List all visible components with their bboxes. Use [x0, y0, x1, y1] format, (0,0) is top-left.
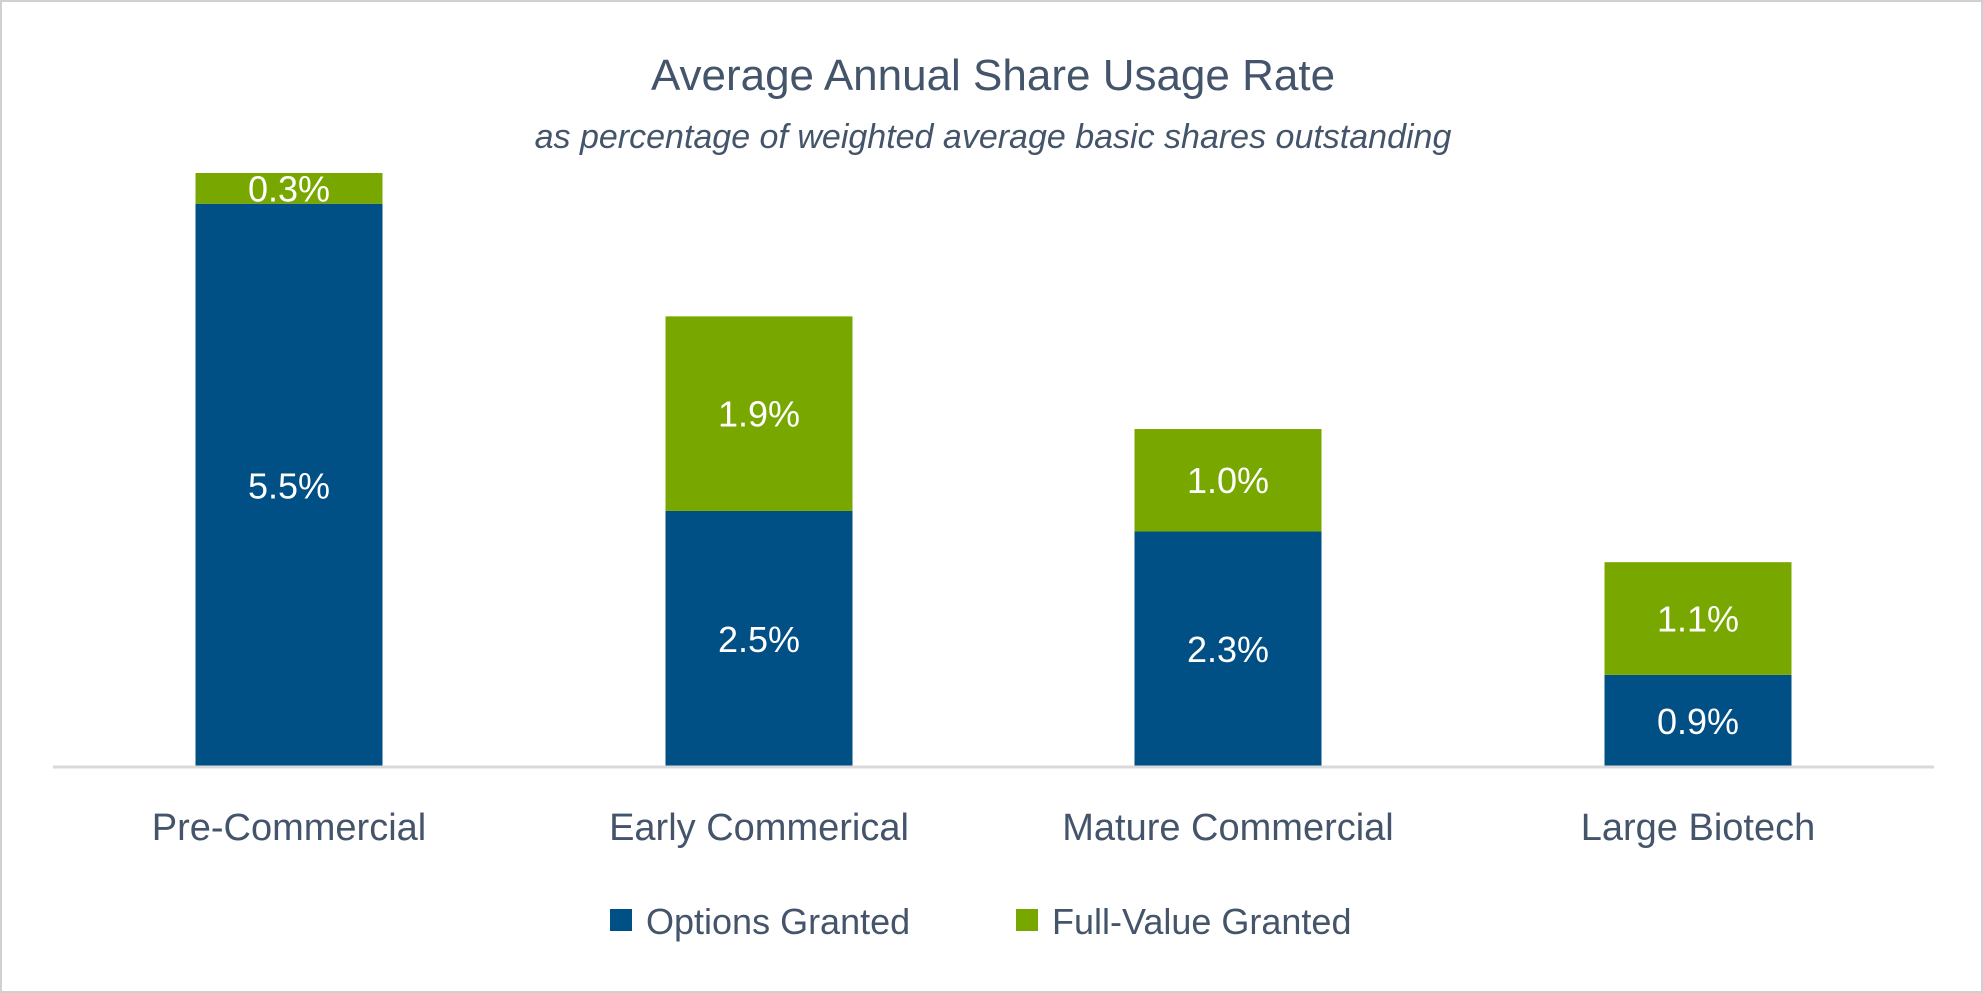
legend: Options Granted Full-Value Granted	[610, 901, 1351, 942]
data-label: 0.3%	[248, 168, 330, 209]
data-label: 1.1%	[1657, 599, 1739, 640]
legend-label-options: Options Granted	[646, 901, 910, 942]
bar-options-2	[1134, 531, 1322, 767]
data-label: 1.0%	[1187, 460, 1269, 501]
legend-swatch-full-value	[1016, 909, 1038, 931]
bar-full-value-0	[195, 173, 383, 204]
x-tick-label: Pre-Commercial	[152, 807, 426, 849]
data-label: 1.9%	[718, 394, 800, 435]
bar-full-value-3	[1604, 562, 1792, 675]
data-label: 5.5%	[248, 465, 330, 506]
x-tick-label: Early Commerical	[609, 807, 909, 849]
legend-swatch-options	[610, 909, 632, 931]
data-label: 0.9%	[1657, 701, 1739, 742]
chart-title: Average Annual Share Usage Rate	[651, 51, 1335, 100]
legend-label-full-value: Full-Value Granted	[1052, 901, 1351, 942]
bar-full-value-1	[665, 316, 853, 511]
chart-subtitle: as percentage of weighted average basic …	[535, 118, 1452, 156]
bar-options-3	[1604, 674, 1792, 767]
data-label: 2.5%	[718, 619, 800, 660]
x-tick-label: Large Biotech	[1581, 807, 1816, 849]
data-label: 2.3%	[1187, 629, 1269, 670]
bar-options-0	[195, 203, 383, 768]
x-tick-label: Mature Commercial	[1062, 807, 1394, 849]
bar-full-value-2	[1134, 429, 1322, 532]
bar-options-1	[665, 510, 853, 767]
